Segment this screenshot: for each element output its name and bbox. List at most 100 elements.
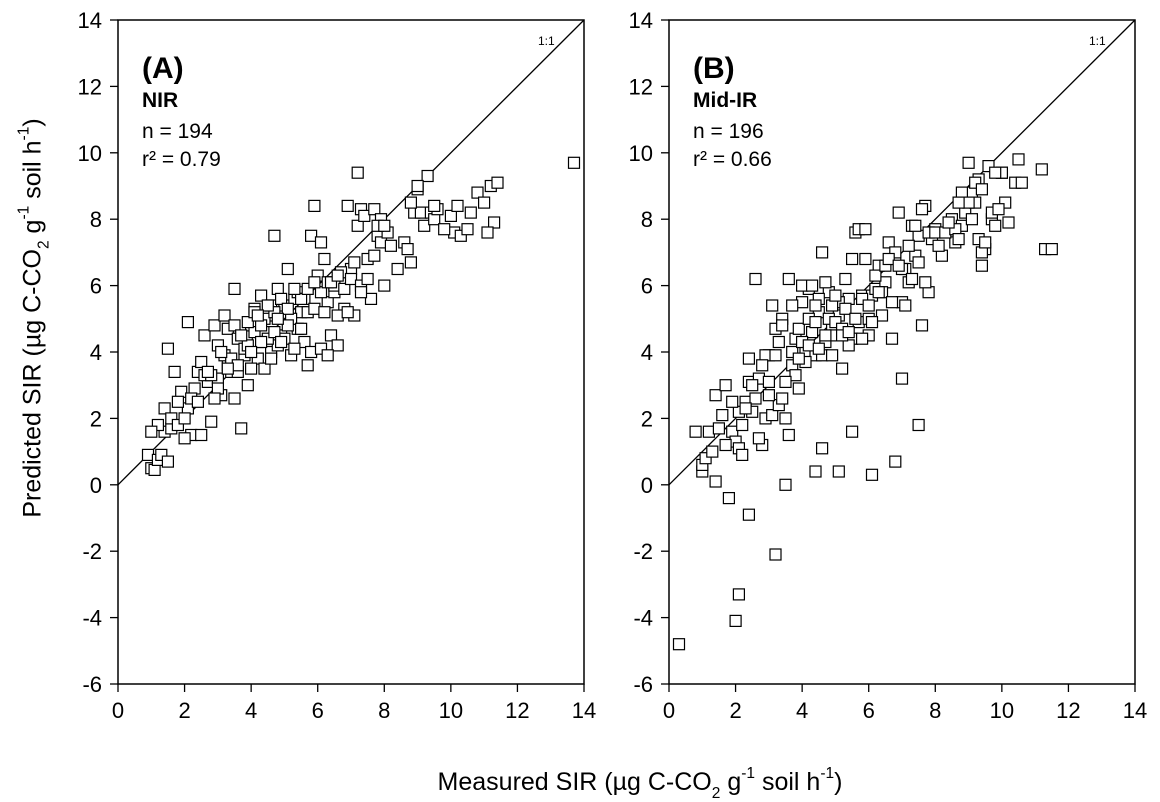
y-tick-label: 4 <box>90 340 102 365</box>
data-point <box>842 326 855 339</box>
data-point <box>882 252 895 266</box>
data-point <box>354 286 368 299</box>
data-point <box>464 206 477 219</box>
data-point <box>845 252 859 266</box>
data-point <box>205 415 218 428</box>
data-point <box>1012 153 1025 166</box>
data-point <box>268 229 281 242</box>
data-point <box>872 286 885 299</box>
data-point <box>318 252 331 266</box>
data-point <box>201 365 214 378</box>
data-point <box>762 375 776 388</box>
data-point <box>165 412 178 425</box>
data-point <box>454 229 467 242</box>
data-point <box>148 463 161 476</box>
data-point <box>825 349 839 362</box>
data-point <box>849 312 862 325</box>
data-point <box>912 256 925 269</box>
data-point <box>769 548 782 561</box>
data-point <box>241 316 254 329</box>
data-point <box>769 349 782 362</box>
data-point <box>869 269 882 282</box>
data-point <box>438 223 451 236</box>
data-point <box>228 282 241 295</box>
x-axis-title: Measured SIR (µg C-CO2 g-1 soil h-1) <box>437 765 843 802</box>
data-point <box>251 352 264 365</box>
data-point <box>942 216 955 229</box>
data-point <box>281 319 294 332</box>
data-point <box>228 392 241 405</box>
data-point <box>786 299 799 312</box>
scatter-panel-b: 0 2 4 6 8 10 12 14 -6 -4 -2 0 2 4 6 8 10 12 14 1:1 (B) Mid-IR… <box>629 8 1148 723</box>
data-point <box>288 282 301 295</box>
data-point <box>314 342 328 355</box>
data-point <box>776 392 789 405</box>
data-point <box>989 219 1002 232</box>
x-tick-label: 10 <box>439 698 463 723</box>
data-point <box>746 379 759 392</box>
data-point <box>742 508 756 521</box>
data-point <box>882 236 895 249</box>
data-point <box>295 292 308 305</box>
data-point <box>952 196 965 209</box>
data-point <box>305 229 318 242</box>
data-point <box>842 339 855 352</box>
data-point <box>809 299 822 312</box>
panel-label: (B) <box>693 52 735 85</box>
data-point <box>235 422 248 435</box>
data-point <box>248 326 261 339</box>
data-point <box>766 409 779 422</box>
data-point <box>444 209 457 222</box>
data-point <box>865 316 879 329</box>
data-point <box>161 455 174 468</box>
x-tick-label: 12 <box>1056 698 1080 723</box>
data-point <box>268 326 281 339</box>
data-point <box>271 312 284 325</box>
data-point <box>832 465 845 478</box>
x-tick-label: 8 <box>929 698 941 723</box>
data-point <box>712 422 726 435</box>
data-point <box>865 468 879 481</box>
data-point <box>899 299 912 312</box>
data-point <box>331 309 344 322</box>
data-point <box>885 296 899 309</box>
data-point <box>809 316 822 329</box>
method-label: Mid-IR <box>693 89 757 112</box>
data-point <box>281 302 294 315</box>
y-tick-label: 10 <box>78 141 102 166</box>
data-point <box>782 428 795 442</box>
x-tick-label: 6 <box>863 698 875 723</box>
data-point <box>779 375 792 388</box>
data-point <box>859 223 872 236</box>
data-point <box>275 335 288 349</box>
data-point <box>965 213 979 226</box>
y-tick-label: -4 <box>82 606 102 631</box>
data-point <box>195 428 208 442</box>
data-point <box>709 389 722 402</box>
data-point <box>672 638 686 651</box>
y-tick-label: 8 <box>641 207 653 232</box>
y-tick-label: 14 <box>629 8 653 33</box>
data-point <box>975 183 989 196</box>
data-point <box>726 395 739 408</box>
data-point <box>288 342 301 355</box>
data-point <box>762 389 776 402</box>
data-point <box>401 243 414 256</box>
x-tick-label: 0 <box>663 698 675 723</box>
y-axis-title: Predicted SIR (µg C-CO2 g-1 soil h-1) <box>15 118 53 518</box>
data-point <box>331 339 344 352</box>
x-tick-label: 4 <box>245 698 257 723</box>
data-point <box>929 226 942 239</box>
data-point <box>779 478 792 491</box>
data-point <box>819 329 832 342</box>
data-point <box>275 292 288 305</box>
x-tick-label: 2 <box>729 698 741 723</box>
one-to-one-label: 1:1 <box>1089 34 1106 48</box>
data-point <box>736 418 749 432</box>
data-point <box>855 292 869 305</box>
data-point <box>939 226 952 239</box>
data-point <box>281 262 294 276</box>
data-point <box>892 259 905 272</box>
x-tick-label: 14 <box>1123 698 1147 723</box>
data-point <box>271 282 284 295</box>
